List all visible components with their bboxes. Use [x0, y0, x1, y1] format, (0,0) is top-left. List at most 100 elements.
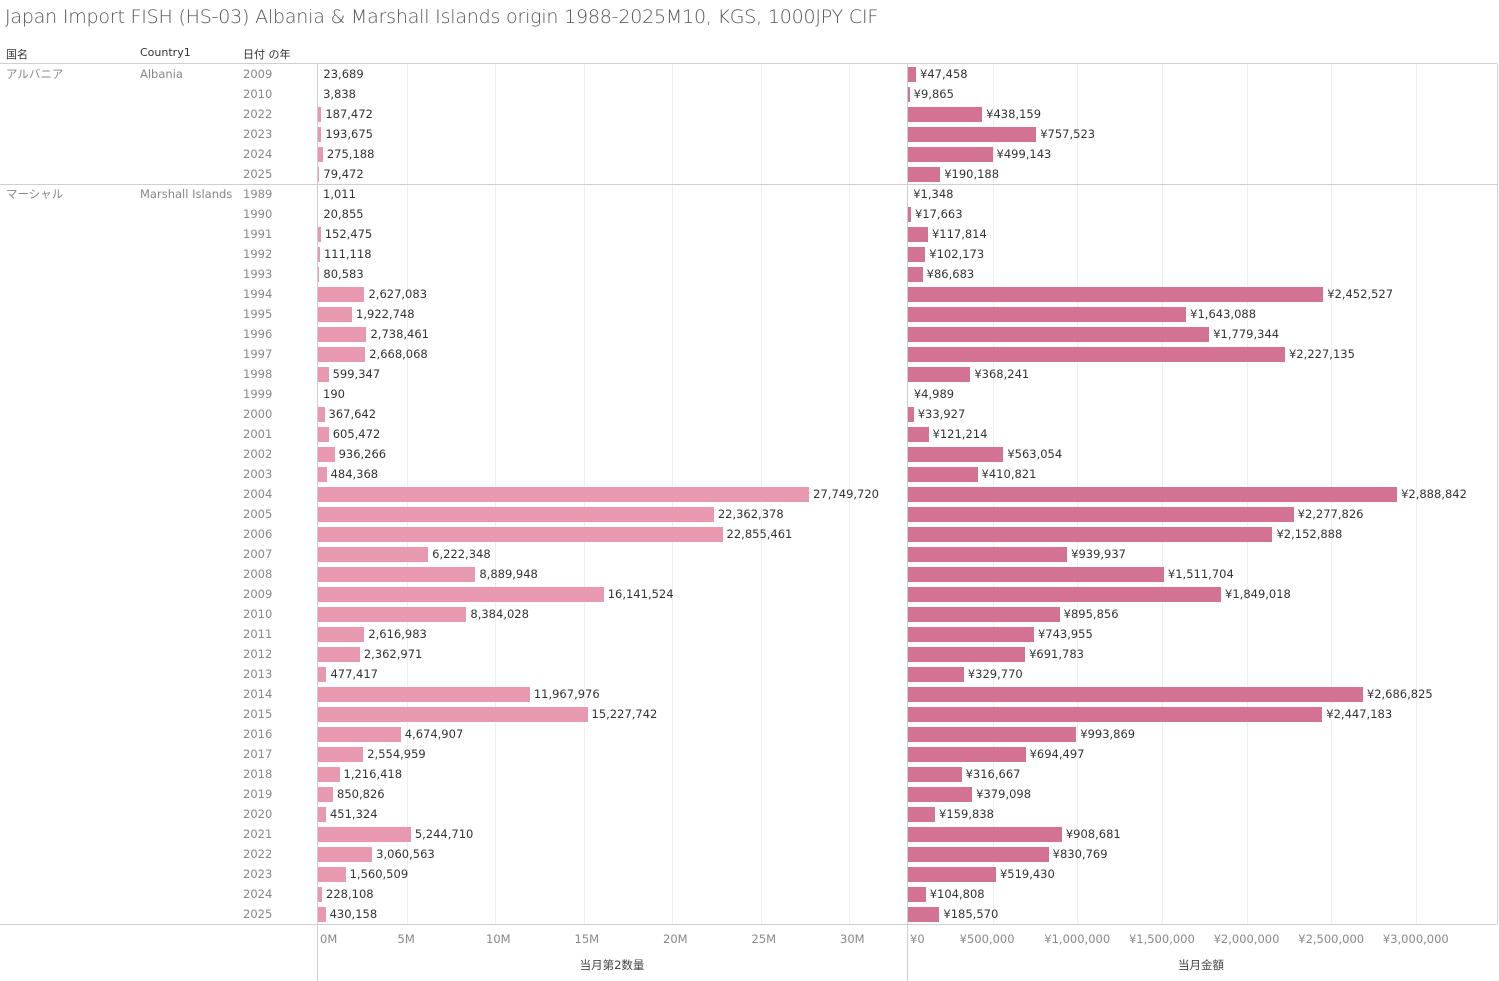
amount-bar[interactable]	[908, 346, 1286, 362]
quantity-value-label: 2,738,461	[370, 327, 429, 341]
quantity-bar[interactable]	[318, 586, 604, 602]
amount-bar[interactable]	[908, 886, 926, 902]
amount-bar[interactable]	[908, 606, 1060, 622]
quantity-bar[interactable]	[318, 766, 340, 782]
quantity-value-label: 79,472	[323, 167, 364, 181]
quantity-bar[interactable]	[318, 886, 323, 902]
quantity-bar[interactable]	[318, 826, 411, 842]
quantity-bar[interactable]	[318, 326, 367, 342]
year-label: 1989	[243, 187, 273, 201]
quantity-bar[interactable]	[318, 746, 364, 762]
amount-bar[interactable]	[908, 306, 1187, 322]
quantity-bar[interactable]	[318, 626, 365, 642]
amount-bar[interactable]	[908, 486, 1398, 502]
quantity-bar[interactable]	[318, 406, 325, 422]
quantity-bar[interactable]	[318, 606, 467, 622]
quantity-bar[interactable]	[318, 806, 326, 822]
amount-tick-label: ¥1,000,000	[1044, 932, 1111, 946]
quantity-bar[interactable]	[318, 906, 326, 922]
amount-bar[interactable]	[908, 466, 978, 482]
quantity-bar[interactable]	[318, 846, 373, 862]
amount-bar[interactable]	[908, 666, 964, 682]
amount-bar[interactable]	[908, 226, 928, 242]
amount-bar[interactable]	[908, 286, 1324, 302]
amount-bar[interactable]	[908, 526, 1273, 542]
quantity-bar[interactable]	[318, 266, 320, 282]
amount-bar[interactable]	[908, 406, 914, 422]
quantity-bar[interactable]	[318, 126, 322, 142]
quantity-bar[interactable]	[318, 726, 401, 742]
quantity-bar[interactable]	[318, 646, 360, 662]
header-country-jp[interactable]: 国名	[6, 48, 28, 61]
amount-axis-title: 当月金額	[1178, 958, 1224, 972]
quantity-bar[interactable]	[318, 466, 327, 482]
quantity-value-label: 80,583	[323, 267, 364, 281]
amount-bar[interactable]	[908, 166, 941, 182]
quantity-value-label: 1,011	[323, 187, 356, 201]
quantity-bar[interactable]	[318, 566, 476, 582]
amount-bar[interactable]	[908, 726, 1077, 742]
group-label-en: Albania	[140, 67, 183, 81]
amount-bar[interactable]	[908, 206, 911, 222]
quantity-value-label: 20,855	[323, 207, 364, 221]
amount-bar[interactable]	[908, 326, 1210, 342]
quantity-bar[interactable]	[318, 366, 329, 382]
amount-bar[interactable]	[908, 706, 1323, 722]
amount-bar[interactable]	[908, 586, 1222, 602]
quantity-bar[interactable]	[318, 546, 429, 562]
amount-bar[interactable]	[908, 846, 1049, 862]
quantity-bar[interactable]	[318, 346, 366, 362]
amount-bar[interactable]	[908, 566, 1164, 582]
quantity-bar[interactable]	[318, 106, 322, 122]
amount-bar[interactable]	[908, 806, 936, 822]
amount-bar[interactable]	[908, 766, 962, 782]
quantity-bar[interactable]	[318, 866, 346, 882]
amount-bar[interactable]	[908, 126, 1037, 142]
amount-value-label: ¥743,955	[1037, 627, 1093, 641]
quantity-bar[interactable]	[318, 666, 327, 682]
amount-bar[interactable]	[908, 866, 996, 882]
amount-bar[interactable]	[908, 686, 1363, 702]
quantity-bar[interactable]	[318, 446, 335, 462]
amount-bar[interactable]	[908, 626, 1034, 642]
amount-bar[interactable]	[908, 826, 1062, 842]
amount-bar[interactable]	[908, 266, 923, 282]
amount-bar[interactable]	[908, 106, 983, 122]
amount-bar[interactable]	[908, 426, 929, 442]
amount-bar[interactable]	[908, 86, 910, 102]
amount-value-label: ¥2,447,183	[1326, 707, 1393, 721]
quantity-bar[interactable]	[318, 686, 530, 702]
amount-bar[interactable]	[908, 746, 1026, 762]
amount-bar[interactable]	[908, 146, 993, 162]
amount-bar[interactable]	[908, 246, 926, 262]
quantity-value-label: 190	[323, 387, 345, 401]
amount-bar[interactable]	[908, 366, 971, 382]
quantity-bar[interactable]	[318, 426, 329, 442]
quantity-bar[interactable]	[318, 786, 334, 802]
quantity-bar[interactable]	[318, 506, 714, 522]
quantity-bar[interactable]	[318, 226, 321, 242]
amount-bar[interactable]	[908, 546, 1068, 562]
quantity-bar[interactable]	[318, 286, 365, 302]
amount-bar[interactable]	[908, 646, 1026, 662]
group-label-en: Marshall Islands	[140, 187, 233, 201]
quantity-bar[interactable]	[318, 246, 320, 262]
quantity-value-label: 4,674,907	[404, 727, 464, 741]
quantity-bar[interactable]	[318, 306, 353, 322]
amount-bar[interactable]	[908, 786, 973, 802]
quantity-bar[interactable]	[318, 706, 588, 722]
amount-bar[interactable]	[908, 66, 917, 82]
amount-bar[interactable]	[908, 446, 1004, 462]
amount-bar[interactable]	[908, 906, 940, 922]
header-country1[interactable]: Country1	[140, 46, 191, 59]
quantity-value-label: 5,244,710	[414, 827, 474, 841]
quantity-bar[interactable]	[318, 526, 723, 542]
amount-bar[interactable]	[908, 506, 1294, 522]
quantity-bar[interactable]	[318, 486, 810, 502]
quantity-bar[interactable]	[318, 166, 320, 182]
year-label: 2015	[243, 707, 273, 721]
header-year[interactable]: 日付 の年	[243, 48, 291, 61]
year-label: 2004	[243, 487, 273, 501]
amount-tick-label: ¥3,000,000	[1382, 932, 1449, 946]
quantity-bar[interactable]	[318, 146, 323, 162]
